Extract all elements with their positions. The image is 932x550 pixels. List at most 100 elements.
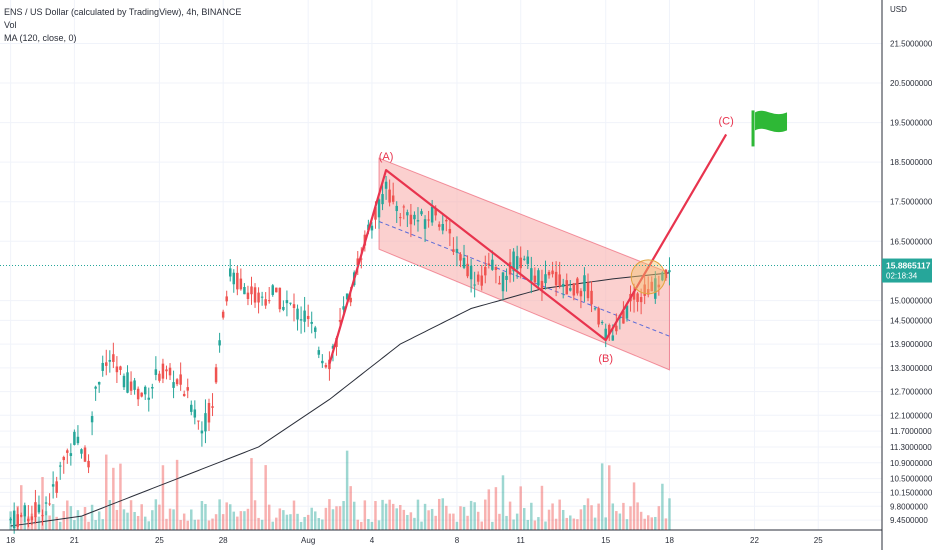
volume-bar <box>586 498 590 530</box>
volume-bar <box>547 509 551 530</box>
candle-body <box>583 275 586 292</box>
candle <box>154 356 158 381</box>
y-tick-label: 16.5000000 <box>890 237 932 246</box>
candle-body <box>27 518 30 522</box>
volume-bar <box>565 517 568 530</box>
candle <box>593 307 597 311</box>
volume-bar <box>551 503 554 530</box>
candle-body <box>175 379 179 385</box>
volume-bar <box>399 504 402 530</box>
candle-body <box>526 256 530 264</box>
y-tick-label: 12.7000000 <box>890 388 932 397</box>
volume-bar <box>374 501 377 530</box>
candle-body <box>23 505 27 517</box>
volume-bar <box>498 513 501 530</box>
candle-body <box>413 214 416 220</box>
volume-bar <box>285 514 289 530</box>
candle-body <box>172 382 175 388</box>
volume-bar <box>625 519 629 530</box>
candle <box>512 248 515 282</box>
y-tick-label: 9.8000000 <box>890 502 928 511</box>
candle <box>161 358 165 384</box>
volume-bar <box>590 505 593 530</box>
candle <box>473 271 476 298</box>
volume-bar <box>218 499 221 530</box>
candle <box>285 290 289 317</box>
volume-bar <box>76 510 80 530</box>
wave-label-b: (B) <box>598 353 613 365</box>
candle <box>200 421 204 447</box>
candle-body <box>328 359 331 370</box>
y-tick-label: 18.5000000 <box>890 158 932 167</box>
candle-body <box>66 450 69 453</box>
candle-body <box>44 502 48 504</box>
candle-body <box>285 300 289 304</box>
candle <box>9 517 12 524</box>
candle-body <box>561 283 565 287</box>
candle-body <box>179 374 182 385</box>
candle-body <box>48 503 51 505</box>
candle-body <box>540 280 544 290</box>
candle-body <box>73 431 76 445</box>
candle <box>476 271 480 285</box>
candle-body <box>604 328 607 340</box>
candle <box>445 218 448 232</box>
candle <box>27 505 30 528</box>
volume-bar <box>381 499 384 530</box>
candle-body <box>310 321 313 324</box>
candle <box>310 311 313 334</box>
volume-bar <box>342 501 345 530</box>
y-tick-label: 10.5000000 <box>890 475 932 484</box>
candle-body <box>108 359 112 362</box>
candle-body <box>232 272 236 285</box>
candle <box>267 287 271 304</box>
candle <box>186 378 189 399</box>
candle <box>143 385 147 400</box>
volume-bar <box>143 516 147 530</box>
volume-bar <box>20 485 23 530</box>
candle <box>406 209 409 227</box>
volume-bar <box>512 519 515 530</box>
candle-body <box>140 392 143 397</box>
candle-body <box>76 436 80 444</box>
candle <box>654 271 657 304</box>
volume-bar <box>44 511 48 530</box>
candle-body <box>452 249 455 252</box>
volume-bar <box>239 511 243 530</box>
candle-body <box>112 354 115 362</box>
candle-body <box>551 270 554 275</box>
candle-body <box>51 484 55 487</box>
candle-body <box>296 308 299 320</box>
candle-body <box>349 297 352 303</box>
candle <box>505 268 508 292</box>
candle-body <box>186 387 189 391</box>
candle-body <box>204 413 207 432</box>
y-tick-label: 13.3000000 <box>890 364 932 373</box>
volume-bar <box>182 513 186 530</box>
candle-body <box>632 291 636 300</box>
candle <box>356 251 359 275</box>
candle-body <box>207 403 211 423</box>
flag-cloth <box>755 110 788 133</box>
candle-body <box>554 271 558 286</box>
candle-body <box>12 510 16 529</box>
candle <box>97 381 101 393</box>
candle <box>73 429 76 446</box>
candle-body <box>165 369 168 372</box>
candle <box>498 275 501 285</box>
candle <box>583 267 586 302</box>
y-tick-label: 9.4500000 <box>890 516 928 525</box>
candle <box>299 306 303 334</box>
volume-bar <box>303 516 306 530</box>
candle <box>381 185 384 211</box>
volume-bar <box>661 483 664 530</box>
candle <box>370 221 374 239</box>
volume-bar <box>271 521 274 530</box>
candle-body <box>590 290 593 305</box>
candle <box>579 288 583 309</box>
candle-body <box>87 460 90 468</box>
volume-bar <box>225 502 228 530</box>
candle <box>480 265 483 291</box>
candle <box>37 495 41 515</box>
